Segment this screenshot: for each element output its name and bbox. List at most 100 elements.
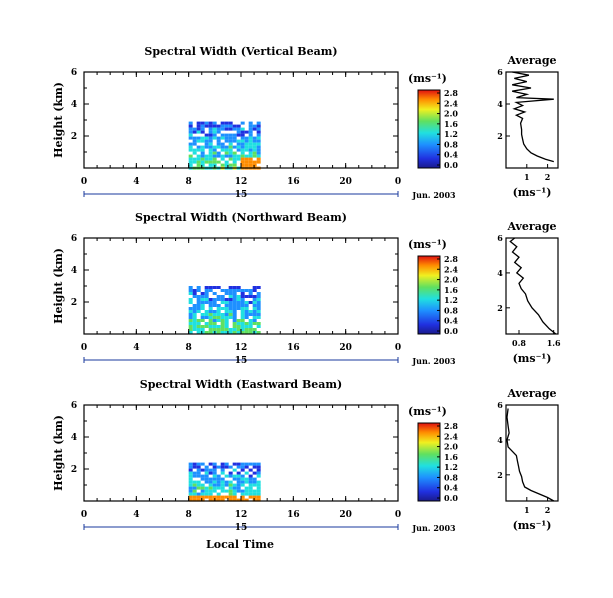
- heatmap-cell: [236, 148, 241, 152]
- heatmap-cell: [232, 298, 237, 301]
- heatmap-cell: [192, 465, 197, 469]
- heatmap-cell: [200, 462, 205, 466]
- heatmap-cell: [244, 313, 249, 316]
- heatmap-cell: [244, 477, 249, 481]
- heatmap-cell: [200, 492, 205, 496]
- heatmap-cell: [192, 148, 197, 152]
- heatmap-cell: [212, 160, 217, 164]
- heatmap-cell: [220, 142, 225, 146]
- heatmap-cell: [220, 328, 225, 331]
- heatmap-cell: [232, 328, 237, 331]
- x-tick-label: 0: [395, 177, 401, 187]
- heatmap-cell: [252, 498, 257, 502]
- heatmap-cell: [220, 121, 225, 125]
- heatmap-cell: [212, 127, 217, 131]
- heatmap-cell: [192, 289, 197, 292]
- heatmap-cell: [220, 322, 225, 325]
- heatmap-cell: [248, 127, 253, 131]
- profile-y-tick-label: 2: [497, 303, 503, 313]
- colorbar-tick-label: 2.0: [444, 275, 458, 285]
- heatmap-cell: [212, 133, 217, 137]
- heatmap-cell: [192, 474, 197, 478]
- heatmap-cell: [256, 325, 261, 328]
- heatmap-cell: [256, 151, 261, 155]
- heatmap-cell: [236, 127, 241, 131]
- heatmap-cell: [212, 286, 217, 289]
- heatmap-cell: [228, 139, 233, 143]
- heatmap-cell: [248, 154, 253, 158]
- heatmap-cell: [224, 319, 229, 322]
- heatmap-cell: [212, 471, 217, 475]
- heatmap-cell: [236, 474, 241, 478]
- heatmap-cell: [224, 148, 229, 152]
- heatmap-cell: [240, 468, 245, 472]
- x-tick-label: 20: [339, 510, 352, 520]
- heatmap-cell: [192, 142, 197, 146]
- heatmap-cell: [212, 328, 217, 331]
- heatmap-cell: [204, 316, 209, 319]
- heatmap-cell: [196, 462, 201, 466]
- heatmap-cell: [236, 154, 241, 158]
- profile-line: [506, 408, 555, 502]
- heatmap-cell: [252, 331, 257, 334]
- heatmap-cell: [216, 474, 221, 478]
- heatmap-cell: [212, 304, 217, 307]
- heatmap-cell: [256, 471, 261, 475]
- heatmap-cell: [252, 480, 257, 484]
- heatmap-cell: [208, 462, 213, 466]
- x-tick-label: 20: [339, 343, 352, 353]
- heatmap-cell: [256, 301, 261, 304]
- heatmap-cell: [240, 301, 245, 304]
- heatmap-cell: [196, 483, 201, 487]
- heatmap-cell: [244, 325, 249, 328]
- heatmap-cell: [236, 328, 241, 331]
- heatmap-cell: [256, 492, 261, 496]
- heatmap-cell: [224, 307, 229, 310]
- date-label: Jun. 2003: [411, 190, 456, 200]
- heatmap-cell: [220, 465, 225, 469]
- heatmap-cell: [228, 307, 233, 310]
- heatmap-cell: [244, 130, 249, 134]
- heatmap-cell: [200, 477, 205, 481]
- chart-panel-1: Spectral Width (Vertical Beam)0 4 8 12 16 20 0…: [52, 45, 559, 200]
- heatmap-cell: [208, 154, 213, 158]
- heatmap-cell: [240, 289, 245, 292]
- y-axis-label: Height (km): [52, 248, 65, 324]
- heatmap-cell: [204, 298, 209, 301]
- heatmap-cell: [212, 477, 217, 481]
- heatmap-cell: [216, 498, 221, 502]
- heatmap-cell: [212, 474, 217, 478]
- heatmap-cell: [196, 495, 201, 499]
- heatmap-cell: [252, 286, 257, 289]
- heatmap-cell: [200, 148, 205, 152]
- heatmap-cell: [240, 157, 245, 161]
- profile-x-label: (ms⁻¹): [513, 519, 552, 532]
- heatmap-cell: [248, 124, 253, 128]
- colorbar: [417, 422, 441, 502]
- heatmap-cell: [188, 148, 193, 152]
- heatmap-cell: [248, 486, 253, 490]
- x-tick-label: 16: [287, 177, 300, 187]
- heatmap-cell: [236, 477, 241, 481]
- heatmap-cell: [236, 325, 241, 328]
- heatmap-cell: [236, 157, 241, 161]
- profile-x-tick-label: 1.6: [547, 338, 561, 348]
- colorbar-tick-label: 2.8: [444, 254, 458, 264]
- heatmap-cell: [240, 474, 245, 478]
- heatmap-cell: [252, 489, 257, 493]
- heatmap-cell: [212, 483, 217, 487]
- heatmap-cell: [236, 139, 241, 143]
- heatmap-cell: [236, 471, 241, 475]
- x-tick-label: 8: [186, 343, 192, 353]
- heatmap-cell: [236, 301, 241, 304]
- heatmap-cell: [220, 133, 225, 137]
- heatmap-cell: [216, 304, 221, 307]
- heatmap-cell: [240, 127, 245, 131]
- heatmap-cell: [224, 304, 229, 307]
- heatmap-cell: [216, 142, 221, 146]
- heatmap-cell: [208, 319, 213, 322]
- heatmap-cell: [220, 480, 225, 484]
- heatmap-cell: [212, 136, 217, 140]
- heatmap-cell: [188, 465, 193, 469]
- heatmap-cell: [252, 307, 257, 310]
